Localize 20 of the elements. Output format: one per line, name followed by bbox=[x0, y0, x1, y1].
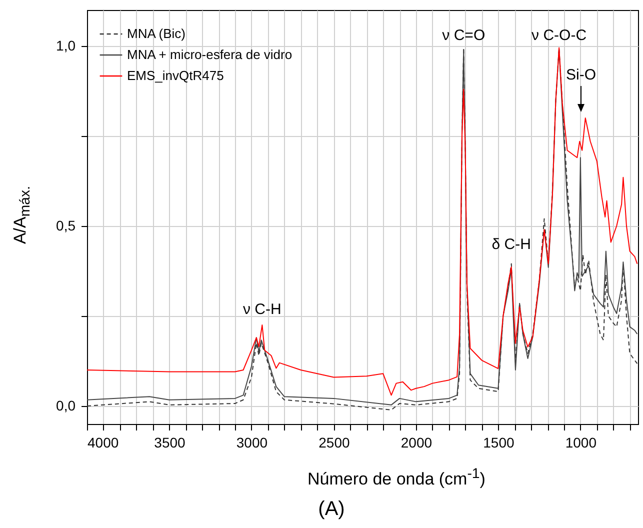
y-tick-label: 0,5 bbox=[56, 218, 76, 234]
x-tick-label: 4000 bbox=[88, 434, 119, 450]
annotation: δ C-H bbox=[492, 236, 531, 253]
x-tick-label: 1000 bbox=[565, 434, 597, 450]
annotation: ν C-H bbox=[243, 301, 282, 318]
legend-label: EMS_invQtR475 bbox=[127, 68, 224, 83]
x-axis-title: Número de onda (cm$^{-1}$) bbox=[306, 466, 486, 490]
y-tick-label: 0,0 bbox=[56, 398, 76, 414]
annotation: ν C-O-C bbox=[532, 26, 587, 44]
annotation: ν C=O bbox=[442, 26, 486, 44]
legend-label: MNA + micro-esfera de vidro bbox=[127, 47, 292, 62]
x-tick-label: 3000 bbox=[236, 434, 268, 450]
x-tick-label: 2500 bbox=[318, 434, 350, 450]
legend-label: MNA (Bic) bbox=[127, 26, 186, 41]
x-tick-label: 3500 bbox=[154, 434, 186, 450]
x-tick-label: 1500 bbox=[483, 434, 514, 450]
annotation: Si-O bbox=[566, 66, 596, 84]
x-tick-label: 2000 bbox=[400, 434, 432, 450]
text: (A) bbox=[317, 498, 346, 521]
y-tick-label: 1,0 bbox=[56, 38, 76, 54]
